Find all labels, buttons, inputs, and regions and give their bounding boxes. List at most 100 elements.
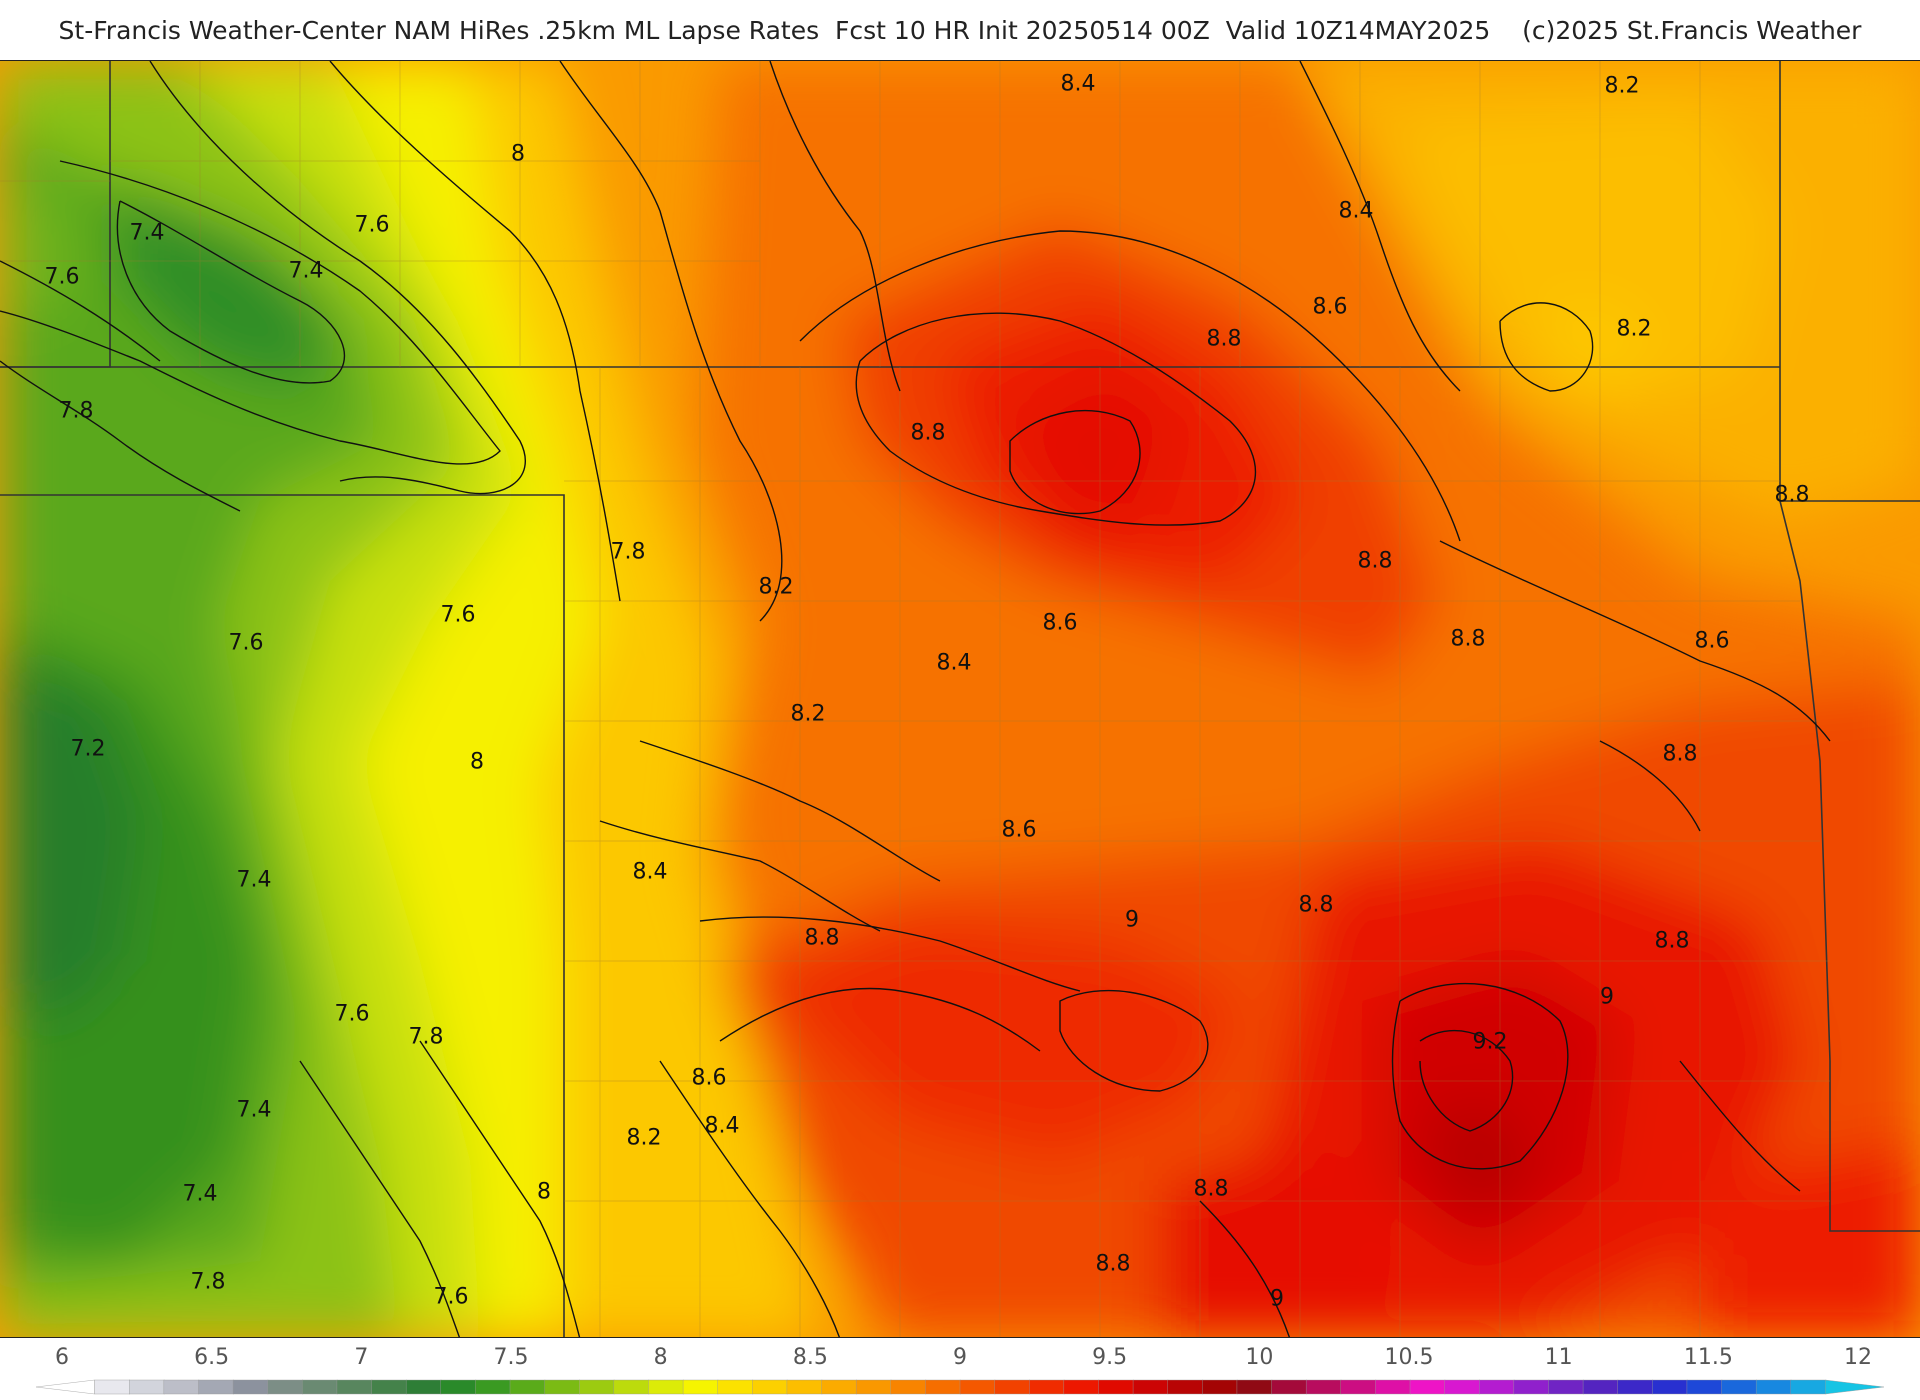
colorbar-swatch xyxy=(1444,1379,1481,1395)
colorbar-swatch xyxy=(717,1379,754,1395)
colorbar-swatch xyxy=(1063,1379,1100,1395)
colorbar-swatch xyxy=(1479,1379,1515,1395)
colorbar-svg: 6 6.5 7 7.5 8 8.5 9 9.5 10 10.5 11 11.5 12 xyxy=(35,1345,1885,1395)
colorbar-swatch xyxy=(1548,1379,1584,1395)
contour-label: 8.8 xyxy=(1663,742,1698,767)
colorbar-tick-label: 7.5 xyxy=(494,1345,529,1370)
colorbar-tick-labels: 6 6.5 7 7.5 8 8.5 9 9.5 10 10.5 11 11.5 12 xyxy=(55,1345,1872,1370)
contour-label: 8.8 xyxy=(911,421,946,446)
contour-label: 8.8 xyxy=(1655,929,1690,954)
colorbar-swatches xyxy=(35,1379,1885,1395)
colorbar-tick-label: 9.5 xyxy=(1092,1345,1127,1370)
contour-label: 7.2 xyxy=(71,737,106,762)
colorbar-swatch xyxy=(198,1379,234,1395)
contour-label: 7.8 xyxy=(191,1270,226,1295)
colorbar-swatch xyxy=(509,1379,546,1395)
title-bar: St-Francis Weather-Center NAM HiRes .25k… xyxy=(0,0,1920,60)
colorbar-tick-label: 6.5 xyxy=(194,1345,229,1370)
colorbar-tick-label: 9 xyxy=(953,1345,967,1370)
contour-label: 8.8 xyxy=(805,926,840,951)
colorbar-swatch xyxy=(1167,1379,1204,1395)
colorbar-swatch xyxy=(1721,1379,1757,1395)
colorbar-tick-label: 10.5 xyxy=(1385,1345,1434,1370)
colorbar-swatch xyxy=(1271,1379,1307,1395)
colorbar-tick-label: 7 xyxy=(354,1345,368,1370)
contour-label: 8.8 xyxy=(1194,1177,1229,1202)
colorbar-swatch xyxy=(405,1379,442,1395)
colorbar-tick-label: 11.5 xyxy=(1684,1345,1733,1370)
colorbar-swatch xyxy=(1132,1379,1169,1395)
contour-label: 8.6 xyxy=(692,1066,727,1091)
contour-label: 9 xyxy=(1270,1287,1284,1312)
contour-label: 8.6 xyxy=(1313,295,1348,320)
colorbar-swatch xyxy=(1617,1379,1654,1395)
colorbar-swatch xyxy=(786,1379,823,1395)
colorbar-swatch xyxy=(371,1379,407,1395)
colorbar-swatch xyxy=(1236,1379,1273,1395)
colorbar-swatch xyxy=(475,1379,511,1395)
colorbar-swatch xyxy=(994,1379,1031,1395)
contour-label: 8.2 xyxy=(791,702,826,727)
contour-label: 7.6 xyxy=(229,631,264,656)
map-panel: 7.4 7.6 7.4 7.6 8 8.4 8.2 8.4 8.2 8.6 8.… xyxy=(0,60,1920,1338)
contour-label: 7.8 xyxy=(611,540,646,565)
contour-label: 7.4 xyxy=(289,259,324,284)
colorbar-tick-label: 8.5 xyxy=(793,1345,828,1370)
contour-label: 8.8 xyxy=(1451,627,1486,652)
colorbar-swatch xyxy=(821,1379,857,1395)
contour-label: 8.6 xyxy=(1695,629,1730,654)
colorbar-swatch xyxy=(855,1379,892,1395)
county-boundaries xyxy=(0,61,1830,1337)
contour-label: 9 xyxy=(1125,908,1139,933)
colorbar-tick-label: 11 xyxy=(1545,1345,1573,1370)
colorbar-swatch xyxy=(682,1379,719,1395)
contour-label: 8.2 xyxy=(627,1126,662,1151)
contour-label: 7.6 xyxy=(434,1285,469,1310)
contour-label: 8.2 xyxy=(1605,74,1640,99)
colorbar-tick-label: 8 xyxy=(654,1345,668,1370)
colorbar-swatch xyxy=(35,1379,95,1395)
contour-lines xyxy=(0,61,1831,1337)
colorbar-swatch xyxy=(544,1379,581,1395)
lapse-rate-map: 7.4 7.6 7.4 7.6 8 8.4 8.2 8.4 8.2 8.6 8.… xyxy=(0,61,1920,1337)
contour-label: 8.8 xyxy=(1299,893,1334,918)
colorbar-swatch xyxy=(129,1379,165,1395)
contour-label: 8.4 xyxy=(705,1114,740,1139)
contour-label: 8.4 xyxy=(1339,199,1374,224)
map-title: St-Francis Weather-Center NAM HiRes .25k… xyxy=(58,15,1862,45)
contour-label: 7.4 xyxy=(183,1182,218,1207)
colorbar-swatch xyxy=(1790,1379,1827,1395)
colorbar-swatch xyxy=(1098,1379,1134,1395)
contour-label: 8.6 xyxy=(1043,611,1078,636)
contour-label: 8.4 xyxy=(937,651,972,676)
colorbar-swatch xyxy=(232,1379,269,1395)
contour-label: 8.2 xyxy=(1617,317,1652,342)
colorbar-swatch xyxy=(1652,1379,1688,1395)
contour-label: 7.6 xyxy=(45,265,80,290)
colorbar-tick-label: 10 xyxy=(1245,1345,1273,1370)
contour-label: 8.4 xyxy=(1061,72,1096,97)
colorbar-swatch xyxy=(1305,1379,1342,1395)
contour-label: 7.4 xyxy=(237,1098,272,1123)
colorbar-swatch xyxy=(1686,1379,1723,1395)
colorbar-swatch xyxy=(302,1379,338,1395)
colorbar-tick-label: 6 xyxy=(55,1345,69,1370)
contour-label: 8.8 xyxy=(1207,327,1242,352)
contour-label: 7.6 xyxy=(441,603,476,628)
contour-label: 8.2 xyxy=(759,575,794,600)
colorbar-swatch xyxy=(613,1379,650,1395)
contour-label: 7.4 xyxy=(237,868,272,893)
colorbar-swatch xyxy=(163,1379,200,1395)
colorbar-swatch xyxy=(267,1379,304,1395)
contour-label: 8.8 xyxy=(1096,1252,1131,1277)
contour-label: 8.4 xyxy=(633,860,668,885)
colorbar-swatch xyxy=(440,1379,477,1395)
colorbar-swatch xyxy=(1582,1379,1619,1395)
contour-label: 9 xyxy=(1600,985,1614,1010)
contour-labels: 7.4 7.6 7.4 7.6 8 8.4 8.2 8.4 8.2 8.6 8.… xyxy=(45,72,1810,1312)
contour-label: 8.6 xyxy=(1002,818,1037,843)
colorbar-swatch xyxy=(925,1379,961,1395)
contour-label: 8 xyxy=(470,750,484,775)
contour-label: 7.6 xyxy=(335,1002,370,1027)
colorbar-swatch xyxy=(752,1379,788,1395)
